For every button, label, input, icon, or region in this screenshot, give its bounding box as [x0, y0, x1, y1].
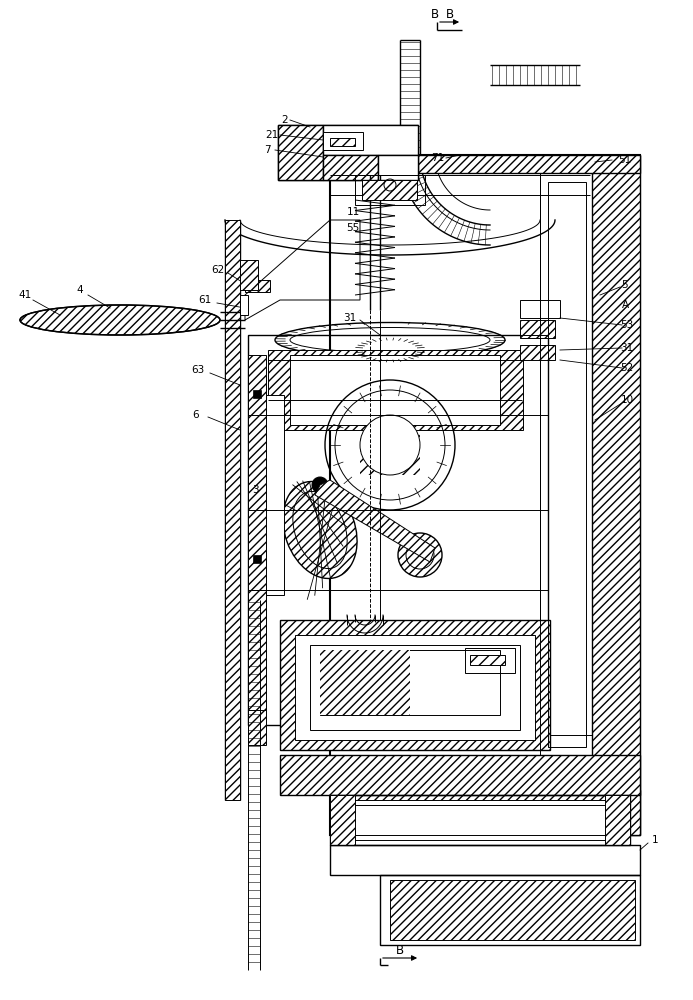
Bar: [548, 182, 586, 747]
Bar: [248, 355, 266, 745]
Text: 7: 7: [264, 145, 270, 155]
Bar: [330, 795, 355, 845]
Bar: [240, 260, 258, 290]
Bar: [330, 155, 640, 173]
Bar: [278, 125, 323, 180]
Text: B: B: [396, 944, 404, 956]
Bar: [320, 650, 500, 715]
Bar: [240, 295, 248, 315]
Bar: [248, 590, 266, 710]
Text: 5: 5: [622, 280, 629, 290]
Text: 1: 1: [651, 835, 658, 845]
Ellipse shape: [283, 482, 357, 578]
Text: B: B: [431, 7, 439, 20]
Text: 55: 55: [346, 223, 360, 233]
Text: 41: 41: [19, 290, 32, 300]
Text: 51: 51: [618, 155, 631, 165]
Bar: [340, 805, 620, 835]
Bar: [225, 220, 240, 800]
Bar: [330, 845, 640, 875]
Bar: [245, 280, 270, 292]
Bar: [253, 390, 261, 398]
Text: 71: 71: [431, 153, 445, 163]
Bar: [355, 175, 425, 205]
Bar: [280, 620, 550, 750]
Text: 62: 62: [211, 265, 225, 275]
Bar: [465, 648, 515, 673]
Bar: [335, 800, 625, 840]
Text: 11: 11: [346, 207, 360, 217]
Text: 6: 6: [193, 410, 200, 420]
Circle shape: [312, 477, 328, 493]
Bar: [253, 555, 261, 563]
Bar: [268, 350, 523, 430]
Bar: [378, 155, 418, 180]
Bar: [330, 155, 640, 835]
Ellipse shape: [20, 305, 220, 335]
Bar: [470, 655, 505, 665]
Bar: [280, 755, 640, 795]
Bar: [360, 415, 420, 475]
Bar: [330, 138, 355, 146]
Bar: [310, 645, 520, 730]
Bar: [330, 790, 640, 835]
Bar: [266, 395, 284, 595]
Text: 3: 3: [252, 485, 258, 495]
Bar: [520, 320, 555, 338]
Bar: [323, 155, 378, 180]
Text: 4: 4: [77, 285, 83, 295]
Bar: [278, 125, 418, 180]
Polygon shape: [315, 480, 435, 562]
Bar: [290, 355, 500, 425]
Text: 10: 10: [620, 395, 633, 405]
Text: 31: 31: [620, 343, 633, 353]
Bar: [520, 300, 560, 318]
Bar: [330, 795, 630, 845]
Bar: [540, 155, 592, 735]
Bar: [592, 155, 640, 835]
Text: B: B: [446, 8, 454, 21]
Text: 2: 2: [281, 115, 288, 125]
Text: 61: 61: [198, 295, 211, 305]
Circle shape: [360, 415, 420, 475]
Bar: [520, 345, 555, 360]
Bar: [362, 180, 417, 200]
Bar: [390, 880, 635, 940]
Text: 63: 63: [191, 365, 204, 375]
Text: 31: 31: [343, 313, 357, 323]
Bar: [605, 795, 630, 845]
Text: A: A: [622, 300, 629, 310]
Text: 52: 52: [620, 363, 633, 373]
Bar: [295, 635, 535, 740]
Bar: [380, 875, 640, 945]
Text: 53: 53: [620, 320, 633, 330]
Bar: [320, 650, 410, 715]
Bar: [248, 335, 548, 725]
Circle shape: [398, 533, 442, 577]
Bar: [323, 125, 418, 155]
Bar: [540, 173, 592, 755]
Bar: [323, 132, 363, 150]
Text: 21: 21: [265, 130, 279, 140]
